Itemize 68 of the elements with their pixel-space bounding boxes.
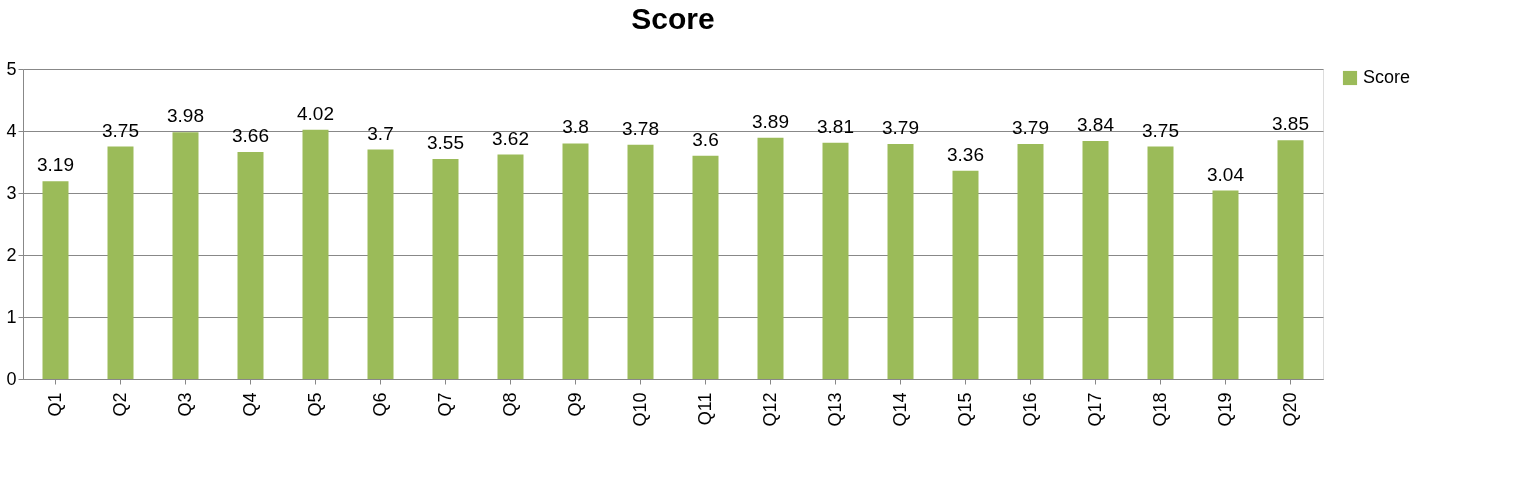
data-label: 3.19 [37,154,74,176]
bar [822,142,849,379]
x-tick-label: Q2 [109,392,130,417]
bar [107,146,134,379]
data-label: 3.89 [752,110,789,132]
x-tick-label: Q12 [759,392,780,427]
bar [1212,190,1239,379]
bar [952,170,979,379]
bar [367,149,394,379]
data-label: 3.04 [1207,163,1245,185]
x-tick-label: Q10 [629,392,650,427]
x-tick-label: Q19 [1214,392,1235,427]
x-tick-label: Q1 [44,392,65,417]
bar [1147,146,1174,379]
data-label: 3.85 [1272,113,1309,135]
x-tick-label: Q14 [889,392,910,427]
y-tick-label: 4 [6,120,17,141]
data-label: 3.36 [947,143,984,165]
data-label: 3.62 [492,127,529,149]
bar [497,154,524,379]
bar [432,158,459,379]
x-tick-label: Q6 [369,392,390,417]
data-label: 3.66 [232,125,269,147]
y-tick-label: 0 [6,368,17,389]
data-label: 3.79 [882,117,919,139]
x-tick-label: Q4 [239,392,260,417]
x-tick-label: Q7 [434,392,455,417]
x-tick-label: Q20 [1279,392,1300,427]
bar [42,181,69,379]
x-tick-label: Q9 [564,392,585,417]
bar [237,152,264,379]
y-tick-label: 1 [6,306,17,327]
data-label: 3.7 [367,122,394,144]
x-tick-label: Q16 [1019,392,1040,427]
chart-title: Score [631,2,715,35]
bar [887,144,914,379]
y-tick-label: 5 [6,58,17,79]
legend-label: Score [1363,67,1411,87]
bar [1082,140,1109,379]
data-label: 3.75 [1142,119,1179,141]
bar [1017,144,1044,379]
data-label: 4.02 [297,102,334,124]
x-tick-label: Q15 [954,392,975,427]
data-label: 3.6 [692,128,719,150]
x-tick-label: Q17 [1084,392,1105,427]
bar [562,143,589,379]
data-label: 3.75 [102,119,139,141]
data-label: 3.79 [1012,117,1049,139]
bar [627,144,654,379]
bar [172,132,199,379]
bar [1277,140,1304,379]
x-tick-label: Q18 [1149,392,1170,427]
x-tick-label: Q8 [499,392,520,417]
x-tick-label: Q11 [694,392,715,426]
data-label: 3.84 [1077,113,1115,135]
bar [757,137,784,379]
x-tick-label: Q5 [304,392,325,417]
y-tick-label: 3 [6,182,17,203]
y-tick-label: 2 [6,244,17,265]
data-label: 3.81 [817,115,854,137]
x-tick-label: Q3 [174,392,195,417]
x-tick-label: Q13 [824,392,845,427]
data-label: 3.98 [167,105,204,127]
bar [302,129,329,379]
data-label: 3.8 [562,116,589,138]
bar [692,155,719,379]
data-label: 3.78 [622,117,659,139]
data-label: 3.55 [427,131,464,153]
